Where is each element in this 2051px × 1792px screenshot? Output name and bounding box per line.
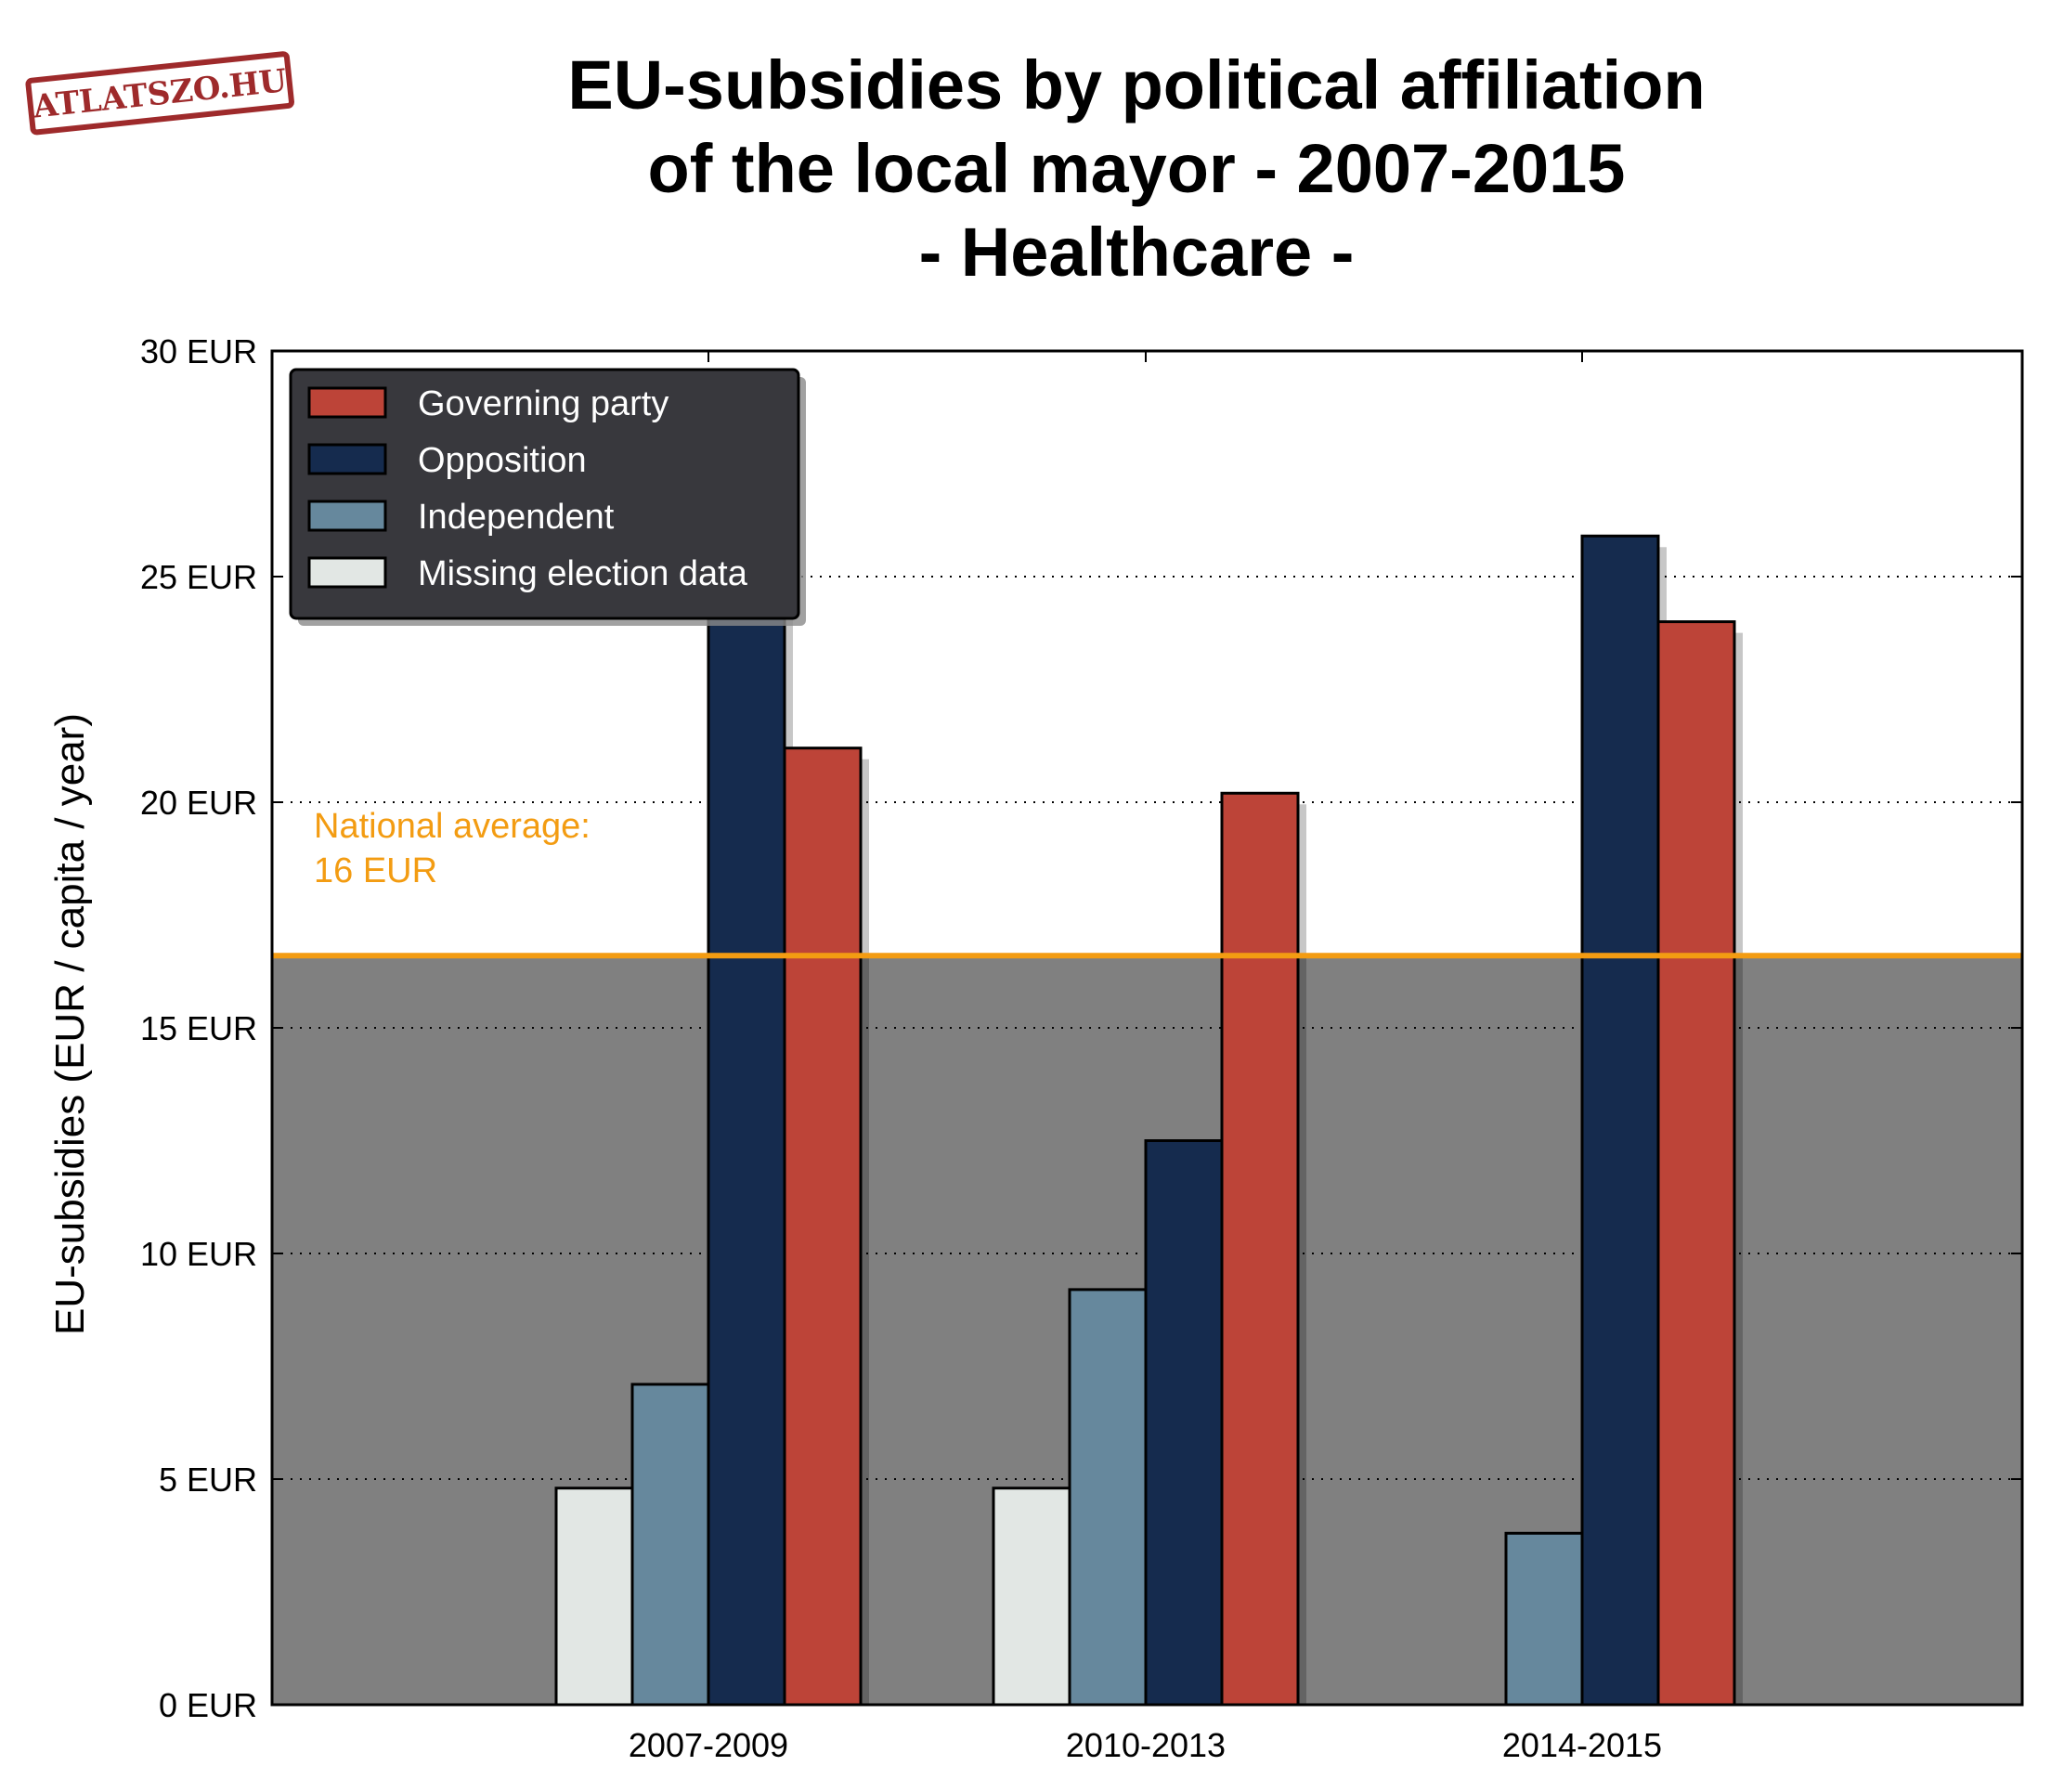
bar-missing-election-data bbox=[554, 1487, 634, 1707]
legend-box bbox=[289, 368, 800, 620]
legend-swatch bbox=[307, 386, 387, 419]
bar-governing-party bbox=[1220, 791, 1300, 1707]
tick-labels: 0 EUR 5 EUR 10 EUR 15 EUR 20 EUR 25 EUR 30 EUR… bbox=[140, 332, 1662, 1764]
bar-missing-election-data bbox=[992, 1487, 1071, 1707]
y-tick-label: 15 EUR bbox=[140, 1009, 257, 1047]
bar-independent bbox=[1504, 1531, 1584, 1707]
legend-swatch bbox=[307, 500, 387, 532]
bar-opposition bbox=[1580, 534, 1660, 1707]
bar-governing-party bbox=[783, 747, 863, 1707]
y-tick-label: 0 EUR bbox=[159, 1686, 257, 1724]
x-tick-label: 2007-2009 bbox=[629, 1726, 788, 1764]
legend-label: Independent bbox=[418, 498, 615, 537]
bar-governing-party bbox=[1656, 620, 1736, 1707]
y-tick-label: 5 EUR bbox=[159, 1461, 257, 1499]
legend-swatch bbox=[307, 443, 387, 475]
chart-title-line-2: of the local mayor - 2007-2015 bbox=[648, 130, 1626, 207]
bar-opposition bbox=[1144, 1139, 1224, 1707]
national-average-label-line-2: 16 EUR bbox=[314, 851, 437, 890]
legend: Governing party Opposition Independent Miss… bbox=[289, 368, 806, 626]
chart-title-line-3: - Healthcare - bbox=[919, 214, 1355, 291]
y-tick-label: 20 EUR bbox=[140, 784, 257, 822]
y-tick-label: 10 EUR bbox=[140, 1235, 257, 1273]
y-tick-label: 25 EUR bbox=[140, 558, 257, 596]
atlatszo-logo: ATLATSZO.HU bbox=[25, 51, 294, 136]
bar-independent bbox=[630, 1383, 710, 1707]
bars bbox=[554, 534, 1736, 1707]
legend-swatch bbox=[307, 556, 387, 589]
logo-text: ATLATSZO.HU bbox=[31, 62, 289, 126]
legend-label: Opposition bbox=[418, 441, 587, 480]
y-tick-label: 30 EUR bbox=[140, 332, 257, 370]
legend-label: Governing party bbox=[418, 384, 669, 423]
x-tick-label: 2014-2015 bbox=[1502, 1726, 1662, 1764]
legend-label: Missing election data bbox=[418, 554, 748, 593]
national-average-label-line-1: National average: bbox=[314, 807, 591, 846]
bar-independent bbox=[1068, 1288, 1148, 1707]
x-tick-label: 2010-2013 bbox=[1066, 1726, 1226, 1764]
bar-opposition bbox=[707, 539, 786, 1707]
axes bbox=[270, 349, 2024, 1707]
y-axis-label: EU-subsidies (EUR / capita / year) bbox=[47, 713, 93, 1335]
chart-title-line-1: EU-subsidies by political affiliation bbox=[567, 46, 1705, 123]
